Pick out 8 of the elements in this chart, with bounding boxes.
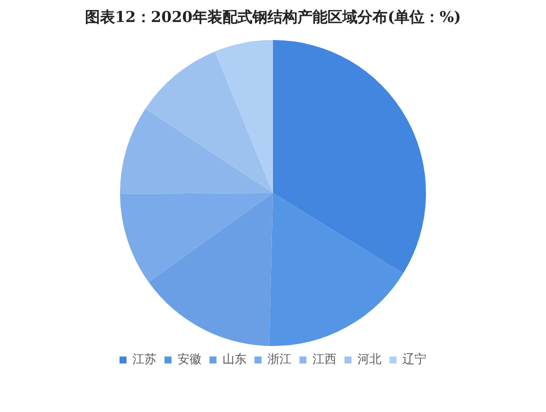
chart-title: 图表12：2020年装配式钢结构产能区域分布(单位：%): [84, 8, 462, 27]
legend-label: 河北: [358, 352, 382, 366]
legend-label: 浙江: [268, 352, 292, 366]
legend-label: 江西: [312, 352, 336, 366]
legend-label: 山东: [222, 352, 246, 366]
legend-label: 安徽: [178, 352, 202, 366]
legend-label: 辽宁: [402, 352, 426, 366]
legend-label: 江苏: [132, 352, 156, 366]
